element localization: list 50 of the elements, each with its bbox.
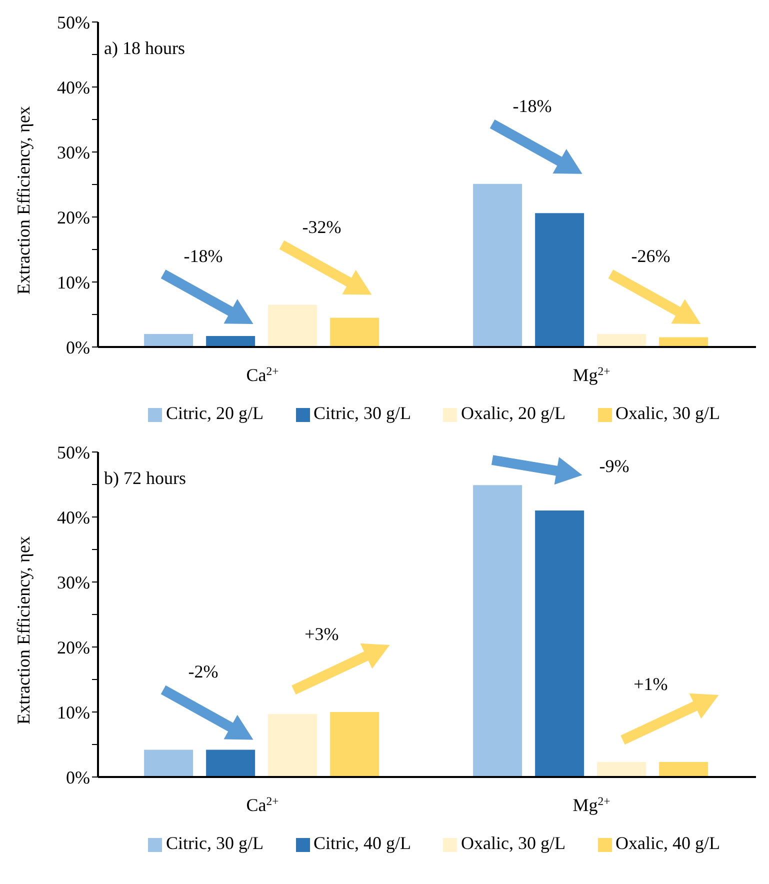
legend-label: Oxalic, 20 g/L (461, 403, 566, 423)
y-tick-label: 50% (57, 442, 90, 462)
annotation: -18% (512, 96, 552, 116)
bar (659, 762, 708, 777)
bar (597, 334, 646, 347)
y-tick-label: 40% (57, 507, 90, 528)
y-tick-label: 40% (57, 77, 90, 98)
bar (144, 750, 194, 777)
y-axis-title: Extraction Efficiency, ηex (13, 536, 34, 724)
y-tick-label: 30% (57, 572, 90, 592)
bar (330, 318, 380, 347)
y-tick-label: 20% (57, 637, 90, 658)
y-axis-title: Extraction Efficiency, ηex (13, 106, 34, 294)
annotation: -26% (631, 246, 670, 266)
y-tick-label: 0% (66, 767, 90, 788)
bar (206, 750, 256, 777)
legend-label: Citric, 30 g/L (314, 403, 412, 423)
annotation: -32% (302, 216, 342, 237)
legend-label: Oxalic, 40 g/L (616, 833, 720, 853)
bar (268, 714, 318, 777)
y-tick-label: 10% (57, 272, 90, 292)
x-tick-label: Mg$^{2+}$ (572, 794, 611, 815)
bar (535, 510, 584, 777)
bar (268, 304, 318, 347)
bar (535, 213, 584, 347)
annotation: +1% (634, 674, 668, 694)
annotation: -2% (188, 662, 218, 682)
bar (330, 712, 380, 777)
legend-label: Oxalic, 30 g/L (461, 833, 566, 853)
y-tick-label: 30% (57, 142, 90, 162)
legend-label: Citric, 30 g/L (166, 833, 264, 853)
x-tick-label: Ca$^{2+}$ (246, 794, 280, 815)
x-tick-label: Mg$^{2+}$ (572, 364, 611, 385)
text: b) 72 hours (104, 468, 186, 489)
annotation: -9% (599, 456, 630, 476)
annotation: +3% (304, 624, 339, 644)
y-tick-label: 20% (57, 207, 90, 228)
bar (597, 762, 646, 777)
text: a) 18 hours (104, 38, 185, 59)
bar (473, 184, 522, 347)
bar (206, 336, 256, 347)
y-tick-label: 50% (57, 12, 90, 32)
y-tick-label: 0% (66, 337, 90, 358)
x-tick-label: Ca$^{2+}$ (246, 364, 280, 385)
bar (144, 334, 194, 347)
legend-label: Citric, 20 g/L (166, 403, 264, 423)
legend-label: Citric, 40 g/L (314, 833, 412, 853)
annotation: -18% (184, 246, 223, 266)
legend-label: Oxalic, 30 g/L (616, 403, 720, 423)
y-tick-label: 10% (57, 702, 90, 722)
